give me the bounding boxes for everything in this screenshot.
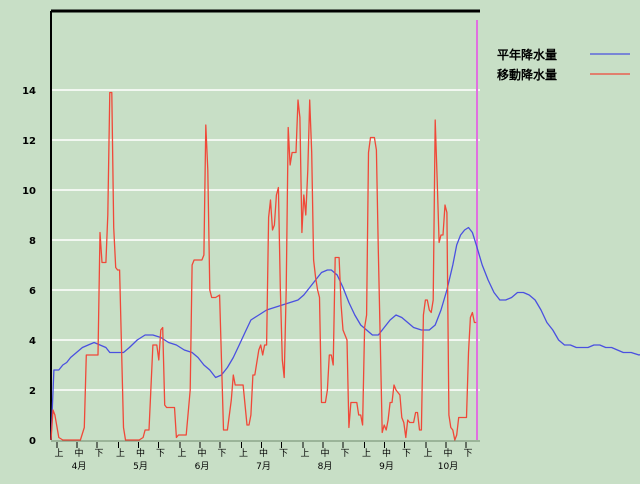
y-tick-label: 6	[29, 286, 36, 297]
x-period-label: 中	[259, 447, 268, 459]
y-tick-label: 10	[22, 186, 36, 197]
x-period-label: 上	[177, 448, 186, 459]
series-lines	[50, 91, 640, 441]
x-period-label: 中	[320, 447, 329, 459]
x-period-label: 下	[156, 449, 165, 459]
x-period-label: 中	[74, 447, 83, 459]
x-month-label: 10月	[438, 461, 458, 472]
legend-label: 平年降水量	[497, 47, 557, 62]
x-period-label: 上	[54, 448, 63, 459]
x-period-label: 中	[382, 447, 391, 459]
series-line-2	[50, 91, 477, 441]
y-tick-label: 14	[22, 86, 36, 97]
x-period-label: 中	[197, 447, 206, 459]
x-period-label: 下	[217, 449, 226, 459]
x-period-label: 中	[443, 447, 452, 459]
x-period-label: 上	[300, 448, 309, 459]
x-month-label: 4月	[72, 461, 87, 472]
legend-label: 移動降水量	[497, 67, 557, 82]
x-period-label: 上	[423, 448, 432, 459]
x-period-label: 下	[402, 449, 411, 459]
y-tick-label: 4	[29, 336, 36, 347]
x-month-label: 5月	[133, 461, 148, 472]
x-month-label: 6月	[195, 461, 210, 472]
grid-lines	[51, 89, 480, 391]
y-tick-label: 8	[29, 236, 36, 247]
axes: 02468101214上中下4月上中下5月上中下6月上中下7月上中下8月上中下9…	[22, 9, 480, 472]
x-period-label: 下	[340, 449, 349, 459]
x-period-label: 上	[239, 448, 248, 459]
x-period-label: 下	[94, 449, 103, 459]
x-period-label: 上	[116, 448, 125, 459]
y-tick-label: 2	[29, 386, 36, 397]
series-line-1	[50, 226, 640, 441]
x-period-label: 下	[279, 449, 288, 459]
x-month-label: 8月	[318, 461, 333, 472]
x-month-label: 7月	[256, 461, 271, 472]
y-tick-label: 12	[22, 136, 36, 147]
x-period-label: 下	[463, 449, 472, 459]
x-period-label: 上	[362, 448, 371, 459]
y-tick-label: 0	[29, 436, 36, 447]
x-period-label: 中	[136, 447, 145, 459]
x-month-label: 9月	[379, 461, 394, 472]
